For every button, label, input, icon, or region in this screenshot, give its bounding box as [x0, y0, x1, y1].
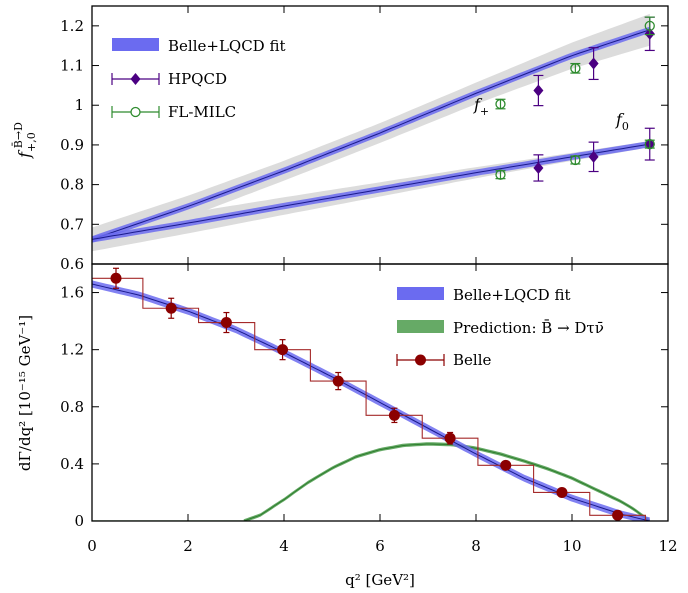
legend-belle-marker: [415, 354, 426, 366]
fnal-marker: [570, 154, 581, 166]
legend-hpqcd-marker: [130, 73, 141, 85]
bottom-legend: Belle+LQCD fit Prediction: B̄ → Dτν̄ Belle: [396, 286, 604, 369]
legend-hpqcd-label: HPQCD: [168, 70, 227, 88]
top-y-axis-label: f+,0B̄→D: [12, 122, 38, 159]
fnal-marker: [570, 63, 581, 74]
hpqcd-point: [533, 154, 544, 182]
f0-fit-line: [92, 143, 650, 240]
belle-point: [612, 509, 624, 521]
panel-frames: [91, 5, 669, 522]
belle-point: [388, 407, 400, 424]
hpqcd-marker: [533, 161, 544, 174]
belle-point: [165, 297, 177, 319]
top-y-tick-label: 0.9: [60, 136, 84, 154]
belle-marker: [500, 459, 512, 471]
hpqcd-marker: [588, 150, 599, 163]
top-y-tick-label: 0.6: [60, 255, 84, 273]
fnal-milc-point: [644, 16, 655, 36]
x-tick-label: 2: [183, 537, 193, 555]
legend-prediction-swatch: [397, 320, 444, 333]
x-tick-label: 0: [87, 537, 97, 555]
belle-point: [556, 486, 568, 498]
belle-lqcd-fit-band: [92, 280, 650, 521]
legend-fit-label: Belle+LQCD fit: [453, 286, 571, 304]
top-y-tick-label: 1.1: [60, 57, 84, 75]
belle-point: [277, 339, 289, 361]
bottom-y-tick-label: 1.6: [60, 284, 84, 302]
belle-point: [500, 459, 512, 471]
fnal-milc-point: [570, 154, 581, 166]
top-y-tick-label: 0.7: [60, 215, 84, 233]
belle-marker: [165, 302, 177, 314]
x-axis-label: q² [GeV²]: [345, 571, 415, 589]
hpqcd-point: [533, 74, 544, 107]
belle-marker: [444, 432, 456, 444]
fnal-milc-point: [495, 169, 506, 180]
belle-marker: [388, 409, 400, 421]
belle-point: [332, 371, 344, 391]
x-tick-label: 8: [471, 537, 481, 555]
fplus-fit-band: [92, 26, 650, 243]
hpqcd-point: [588, 47, 599, 81]
legend-fnal-label: FL-MILC: [168, 103, 236, 121]
legend-fit-swatch: [397, 287, 444, 300]
top-plot-area: [92, 13, 650, 252]
x-tick-label: 4: [279, 537, 289, 555]
belle-point: [444, 431, 456, 445]
top-y-tick-label: 1.2: [60, 17, 84, 35]
prediction-line: [243, 443, 651, 521]
bottom-y-tick-label: 0.4: [60, 455, 84, 473]
x-tick-label: 10: [562, 537, 581, 555]
prediction-band: [243, 442, 650, 521]
bottom-panel: 0 0.4 0.8 1.2 1.6 0 2 4 6 8 10 12 dΓ/dq² [10⁻¹⁵ GeV⁻…: [16, 264, 678, 589]
top-panel: 0.60.70.80.911.11.2f+,0B̄→Df+ f0Belle+LQC…: [12, 6, 669, 273]
x-tick-label: 12: [658, 537, 677, 555]
f0-fit-band: [92, 141, 650, 243]
top-y-tick-label: 0.8: [60, 176, 84, 194]
legend-prediction-label: Prediction: B̄ → Dτν̄: [453, 319, 604, 337]
belle-histogram: [92, 277, 646, 521]
top-y-tick-label: 1: [74, 96, 84, 114]
belle-point: [110, 267, 122, 289]
x-tick-label: 6: [375, 537, 385, 555]
belle-marker: [220, 317, 232, 329]
fnal-marker: [495, 98, 506, 110]
legend-belle-label: Belle: [453, 351, 491, 369]
belle-marker: [332, 375, 344, 387]
bottom-y-axis-label: dΓ/dq² [10⁻¹⁵ GeV⁻¹]: [16, 315, 34, 471]
top-legend: Belle+LQCD fit HPQCD FL-MILC: [111, 37, 286, 121]
fnal-milc-point: [570, 62, 581, 74]
fnal-milc-point: [644, 138, 655, 150]
bottom-y-tick-label: 0.8: [60, 398, 84, 416]
belle-marker: [110, 272, 122, 284]
belle-marker: [556, 486, 568, 498]
fplus-fit-line: [92, 29, 650, 240]
legend-fit-label: Belle+LQCD fit: [168, 37, 286, 55]
bottom-panel-frame: [91, 263, 669, 522]
legend-fnal-marker: [130, 106, 141, 118]
belle-marker: [277, 344, 289, 356]
belle-point: [220, 311, 232, 334]
hpqcd-marker: [588, 57, 599, 70]
belle-marker: [612, 509, 624, 521]
hpqcd-point: [588, 141, 599, 173]
bottom-y-tick-label: 0: [74, 512, 84, 530]
fnal-marker: [644, 20, 655, 31]
legend-fit-swatch: [112, 38, 159, 51]
bottom-plot-area: [92, 277, 651, 521]
hpqcd-marker: [533, 84, 544, 97]
fnal-marker: [644, 138, 655, 150]
fnal-marker: [495, 169, 506, 180]
bottom-y-tick-label: 1.2: [60, 341, 84, 359]
fnal-milc-point: [495, 98, 506, 110]
f0-annotation: f0: [615, 110, 629, 133]
